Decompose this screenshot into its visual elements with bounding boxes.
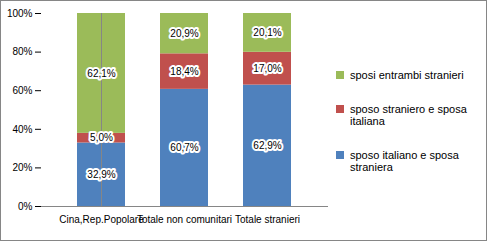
html-text:sposi entrambi stranieri: sposi entrambi stranieri [350, 68, 464, 81]
svg-text:60,7%: 60,7% [170, 142, 198, 153]
svg-text:20%: 20% [12, 162, 32, 173]
svg-text:Totale stranieri: Totale stranieri [235, 214, 300, 225]
svg-text:32,9%: 32,9% [87, 169, 115, 180]
svg-text:60%: 60% [12, 85, 32, 96]
svg-text:20,9%: 20,9% [170, 28, 198, 39]
svg-text:Totale non comunitari: Totale non comunitari [137, 214, 232, 225]
svg-text:20,1%: 20,1% [253, 27, 281, 38]
svg-text:62,9%: 62,9% [253, 140, 281, 151]
svg-text:40%: 40% [12, 124, 32, 135]
svg-text:Cina,Rep.Popolare: Cina,Rep.Popolare [59, 214, 144, 225]
svg-text:80%: 80% [12, 46, 32, 57]
svg-text:18,4%: 18,4% [170, 66, 198, 77]
svg-text:100%: 100% [7, 8, 33, 19]
svg-text:17,0%: 17,0% [253, 63, 281, 74]
html-text:sposo italiano e sposa stranie: sposo italiano e sposa straniera [350, 148, 459, 173]
svg-text:62,1%: 62,1% [87, 68, 115, 79]
svg-text:5,0%: 5,0% [90, 132, 113, 143]
svg-text:0%: 0% [18, 201, 33, 212]
html-text:sposo straniero e sposa italia: sposo straniero e sposa italiana [350, 102, 467, 127]
